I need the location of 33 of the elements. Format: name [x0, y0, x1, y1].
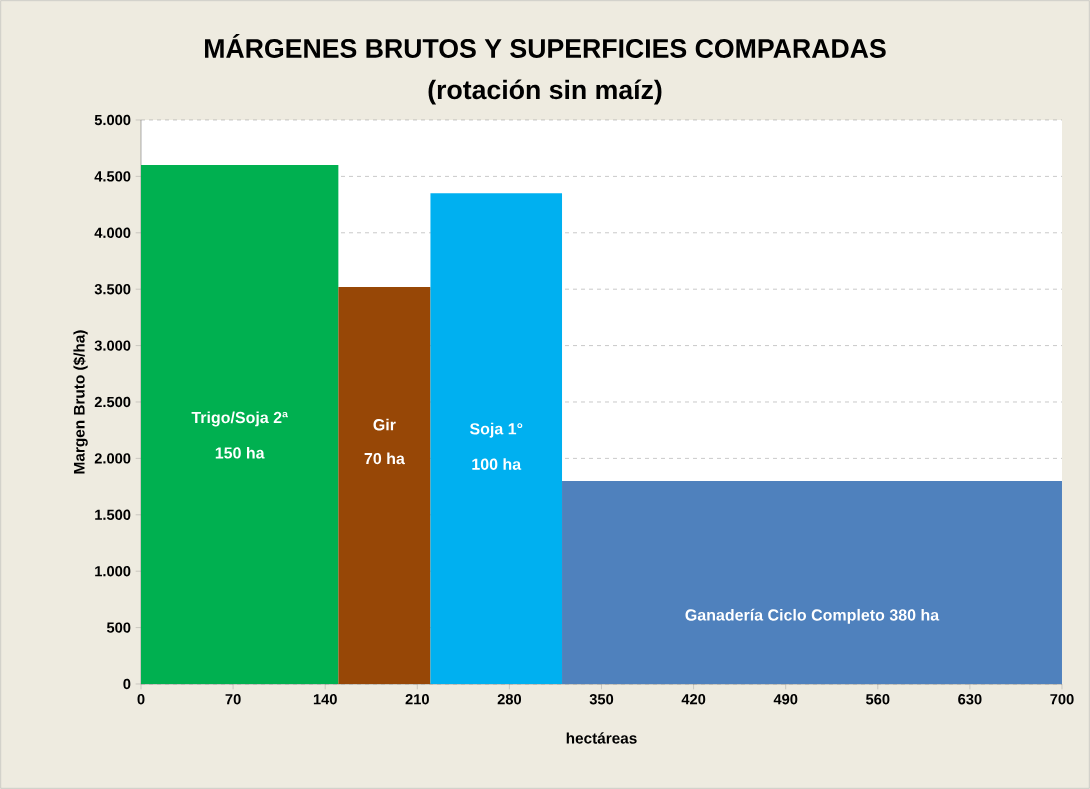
x-tick-label: 630 — [958, 694, 982, 705]
y-tick-label: 0 — [123, 678, 131, 690]
y-tick-label: 5.000 — [94, 114, 131, 126]
annotation: Ganadería Ciclo Completo 380 ha — [685, 608, 940, 624]
y-tick-label: 500 — [106, 622, 131, 633]
y-tick-label: 4.000 — [94, 227, 131, 238]
x-tick-label: 420 — [681, 694, 706, 705]
x-tick-label: 0 — [137, 694, 145, 705]
y-axis-title: Margen Bruto ($/ha) — [73, 330, 88, 474]
x-tick-label: 700 — [1050, 694, 1074, 705]
y-tick-label: 2.500 — [94, 396, 131, 408]
y-tick-label: 4.500 — [94, 171, 131, 182]
x-tick-label: 490 — [773, 694, 798, 705]
y-tick-label: 2.000 — [94, 453, 131, 464]
x-tick-label: 70 — [225, 694, 241, 705]
chart-title: MÁRGENES BRUTOS Y SUPERFICIES COMPARADAS — [205, 34, 886, 58]
x-tick-label: 210 — [405, 694, 429, 705]
annotation: 150 ha — [215, 446, 265, 459]
y-tick-label: 1.500 — [95, 509, 131, 520]
x-tick-label: 280 — [497, 694, 522, 705]
y-tick-label: 3.500 — [94, 284, 131, 295]
annotation: Trigo/Soja 2ª — [191, 411, 288, 427]
annotation: Soja 1° — [469, 422, 523, 438]
x-tick-label: 350 — [589, 694, 614, 705]
y-tick-label: 3.000 — [94, 340, 131, 351]
x-axis-title: hectáreas — [566, 732, 637, 744]
x-tick-label: 140 — [313, 694, 337, 705]
chart-subtitle: (rotación sin maíz) — [428, 79, 662, 105]
annotation: 70 ha — [364, 452, 405, 465]
y-tick-label: 1.000 — [95, 566, 131, 577]
x-tick-label: 560 — [866, 694, 890, 705]
annotation: 100 ha — [472, 458, 522, 470]
annotation: Gir — [373, 418, 396, 431]
